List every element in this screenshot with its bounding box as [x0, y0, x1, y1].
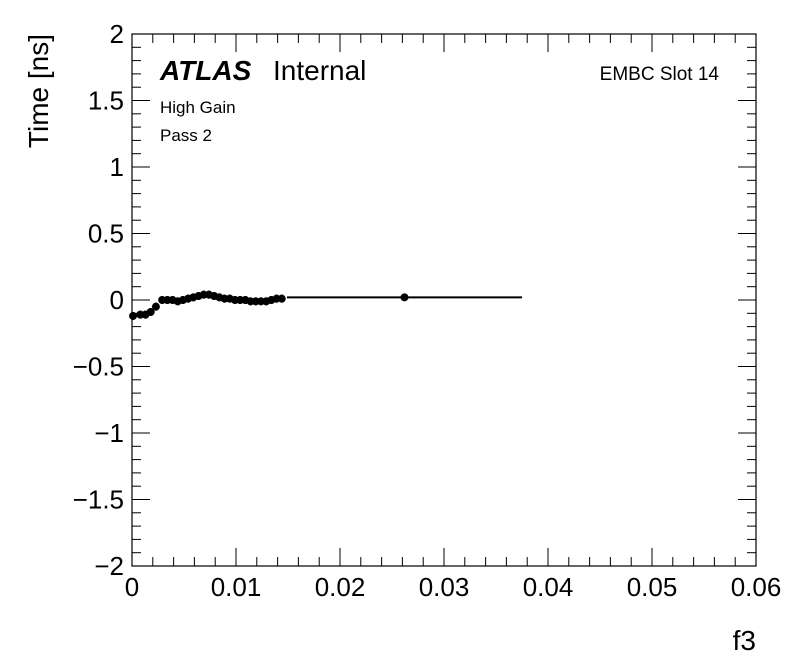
- y-tick-label: 2: [110, 19, 124, 49]
- y-tick-label: 1.5: [88, 86, 124, 116]
- data-point: [146, 307, 155, 316]
- x-axis-title: f3: [733, 625, 756, 656]
- data-point: [286, 293, 522, 302]
- y-tick-label: 1: [110, 152, 124, 182]
- pass-label: Pass 2: [160, 126, 212, 145]
- atlas-label: ATLAS: [159, 55, 252, 86]
- y-tick-label: −2: [94, 551, 124, 581]
- point-marker: [151, 302, 160, 311]
- x-tick-label: 0.06: [731, 572, 782, 602]
- gain-label: High Gain: [160, 98, 236, 117]
- x-tick-label: 0.05: [627, 572, 678, 602]
- point-marker: [400, 293, 409, 302]
- atlas-status-label: Internal: [273, 55, 366, 86]
- x-tick-label: 0.02: [315, 572, 366, 602]
- data-points: [129, 290, 522, 320]
- point-marker: [129, 311, 138, 320]
- x-tick-label: 0.01: [211, 572, 262, 602]
- x-tick-label: 0.04: [523, 572, 574, 602]
- y-tick-label: −0.5: [73, 352, 124, 382]
- y-tick-label: 0.5: [88, 219, 124, 249]
- point-marker: [146, 307, 155, 316]
- y-tick-label: −1.5: [73, 485, 124, 515]
- axis-ticks: [131, 33, 757, 567]
- slot-label: EMBC Slot 14: [600, 64, 720, 85]
- x-tick-label: 0: [125, 572, 139, 602]
- y-tick-label: 0: [110, 285, 124, 315]
- y-axis-title: Time [ns]: [23, 34, 54, 148]
- point-marker: [277, 294, 286, 303]
- x-tick-label: 0.03: [419, 572, 470, 602]
- data-point: [129, 311, 138, 320]
- data-point: [277, 294, 286, 303]
- y-tick-label: −1: [94, 418, 124, 448]
- axis-tick-labels: 0 0.01 0.02 0.03 0.04 0.05 0.06 −2 −1.5 −1 −0.5 0 0.…: [73, 19, 782, 602]
- data-point: [151, 302, 160, 311]
